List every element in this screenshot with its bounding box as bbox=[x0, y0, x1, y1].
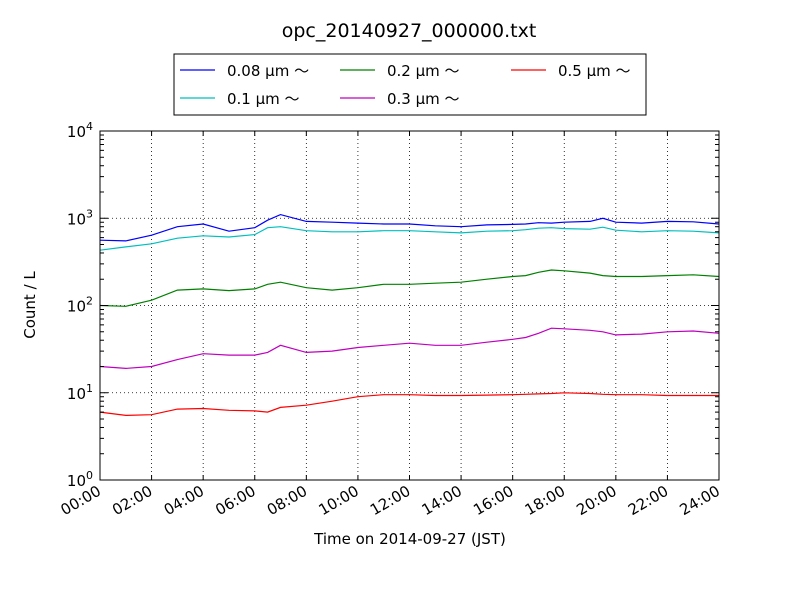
x-tick-label: 22:00 bbox=[625, 482, 671, 519]
x-tick-label: 24:00 bbox=[677, 482, 723, 519]
y-tick-label: 103 bbox=[67, 207, 93, 228]
y-tick-label: 100 bbox=[67, 469, 93, 490]
series-line bbox=[99, 392, 719, 417]
x-tick-label: 20:00 bbox=[573, 482, 619, 519]
x-tick-label: 18:00 bbox=[522, 482, 568, 519]
series-line bbox=[99, 269, 720, 307]
legend-label: 0.08 μm ～ bbox=[227, 62, 309, 80]
y-tick-label: 104 bbox=[67, 120, 93, 141]
legend-label: 0.1 μm ～ bbox=[227, 90, 300, 108]
y-axis: 100 101 102 103 104 bbox=[67, 120, 719, 490]
grid bbox=[100, 131, 719, 480]
series-line bbox=[99, 213, 720, 242]
x-tick-label: 04:00 bbox=[161, 482, 207, 519]
y-tick-label: 101 bbox=[67, 382, 93, 403]
x-tick-label: 14:00 bbox=[419, 482, 465, 519]
x-axis-label: Time on 2014-09-27 (JST) bbox=[313, 530, 506, 548]
x-tick-label: 06:00 bbox=[212, 482, 258, 519]
x-axis: 00:00 02:00 04:00 06:00 08:00 10:00 12:00 14:00… bbox=[58, 131, 723, 519]
series-lines bbox=[99, 213, 720, 417]
legend: 0.08 μm ～ 0.1 μm ～ 0.2 μm ～ 0.3 μm ～ 0.5 μm … bbox=[173, 53, 647, 116]
x-tick-label: 12:00 bbox=[367, 482, 413, 519]
x-tick-label: 10:00 bbox=[315, 482, 361, 519]
legend-label: 0.2 μm ～ bbox=[387, 62, 460, 80]
x-tick-label: 02:00 bbox=[109, 482, 155, 519]
legend-box bbox=[173, 53, 647, 116]
series-line bbox=[99, 327, 720, 370]
legend-label: 0.3 μm ～ bbox=[387, 90, 460, 108]
y-tick-label: 102 bbox=[67, 295, 93, 316]
series-line bbox=[99, 226, 720, 251]
x-tick-label: 08:00 bbox=[264, 482, 310, 519]
y-axis-label: Count / L bbox=[21, 271, 39, 339]
legend-label: 0.5 μm ～ bbox=[558, 62, 631, 80]
x-tick-label: 16:00 bbox=[470, 482, 516, 519]
chart-title: opc_20140927_000000.txt bbox=[282, 20, 537, 42]
